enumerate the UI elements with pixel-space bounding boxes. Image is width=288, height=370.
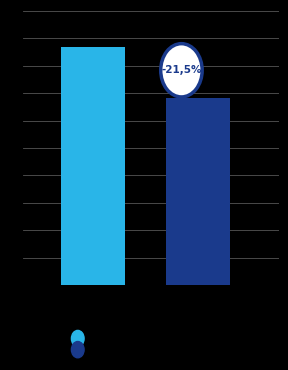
Bar: [61, 47, 125, 285]
Text: -21,5%: -21,5%: [161, 65, 202, 75]
Bar: [166, 98, 230, 285]
